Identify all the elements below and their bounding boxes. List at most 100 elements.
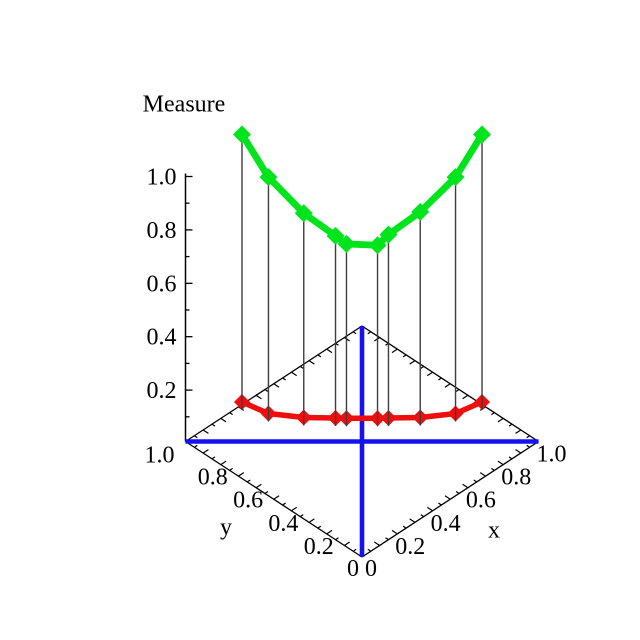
base-tick (352, 548, 357, 552)
z-axis-title: Measure (142, 91, 226, 118)
x-axis-tick-label: 0.6 (466, 488, 496, 514)
green-series-marker (473, 125, 492, 144)
base-tick (273, 495, 280, 500)
base-tick (438, 502, 442, 506)
z-axis-tick-label: 0.4 (147, 325, 177, 351)
base-tick (367, 331, 372, 335)
base-tick (491, 412, 495, 416)
base-tick (402, 354, 407, 358)
z-axis-tick-label: 0.6 (147, 271, 177, 297)
base-tick (491, 467, 495, 471)
base-tick (526, 444, 531, 448)
green-series-marker (411, 202, 430, 221)
red-series-line (239, 399, 485, 422)
x-axis-tick-label: 0.4 (431, 511, 461, 537)
base-tick (497, 417, 504, 423)
y-axis-tick-label: 0.2 (304, 534, 334, 560)
base-tick (326, 348, 333, 354)
base-tick (438, 377, 442, 381)
base-tick (273, 383, 280, 388)
base-tick (211, 423, 216, 427)
base-tick (229, 412, 233, 416)
base-tick (299, 365, 304, 369)
green-series-marker (379, 225, 398, 244)
y-axis-label: y (220, 514, 232, 541)
base-tick (308, 360, 315, 365)
y-axis-tick-label: 0 (347, 556, 359, 582)
base-tick (420, 514, 425, 518)
base-tick (255, 483, 262, 489)
base-tick (374, 541, 380, 546)
base-tick (515, 429, 522, 434)
base-tick (462, 483, 469, 489)
base-tick (508, 423, 513, 427)
base-tick (462, 394, 469, 400)
base-tick (220, 417, 227, 423)
base-tick (291, 506, 298, 512)
base-tick (282, 377, 286, 381)
base-tick (326, 529, 333, 535)
z-axis-tick-label: 0.8 (147, 218, 177, 244)
base-tick (515, 449, 522, 454)
base-tick (193, 444, 198, 448)
base-tick (193, 435, 198, 439)
green-series-marker (294, 204, 313, 223)
base-tick (220, 460, 227, 466)
green-series-marker (259, 168, 278, 187)
y-axis-tick-label: 0.4 (268, 511, 298, 537)
base-tick (352, 331, 357, 335)
base-tick (308, 518, 315, 523)
green-series-line (238, 131, 486, 249)
base-tick (409, 518, 416, 523)
y-axis-tick-label: 1.0 (145, 443, 175, 469)
base-tick (335, 537, 339, 541)
base-tick (444, 383, 451, 388)
base-tick (344, 541, 350, 546)
y-axis-tick-label: 0.8 (198, 465, 228, 491)
green-series-marker (326, 226, 345, 245)
base-tick (455, 491, 460, 494)
base-tick (367, 548, 372, 552)
base-tick (238, 472, 245, 477)
y-axis-tick-label: 0.6 (233, 488, 263, 514)
green-series-marker (337, 234, 356, 253)
base-tick (264, 389, 269, 392)
base-tick (479, 472, 486, 477)
base-tick (455, 389, 460, 392)
base-tick (526, 435, 531, 439)
base-tick (264, 491, 269, 494)
green-series-marker (446, 168, 465, 187)
base-tick (391, 348, 398, 354)
x-axis-label: x (488, 517, 500, 544)
base-tick (391, 529, 398, 535)
base-tick (255, 394, 262, 400)
base-tick (402, 525, 407, 529)
base-tick (202, 429, 209, 434)
base-tick (420, 365, 425, 369)
base-tick (444, 495, 451, 500)
base-tick (426, 371, 433, 377)
x-axis-tick-label: 1.0 (537, 442, 567, 468)
base-tick (317, 525, 322, 529)
base-tick (497, 460, 504, 466)
base-tick (202, 449, 209, 454)
z-axis-tick-label: 0.2 (147, 378, 177, 404)
base-tick (385, 537, 389, 541)
base-tick (473, 479, 478, 483)
base-tick (229, 467, 233, 471)
green-series-marker (368, 236, 387, 255)
x-axis-tick-label: 0.8 (501, 465, 531, 491)
base-tick (246, 479, 251, 483)
x-axis-tick-label: 0.2 (395, 534, 425, 560)
base-tick (409, 360, 416, 365)
green-series-marker (232, 125, 251, 144)
x-axis-tick-label: 0 (365, 556, 377, 582)
base-tick (282, 502, 286, 506)
base-tick (299, 514, 304, 518)
base-tick (291, 371, 298, 377)
base-tick (426, 506, 433, 512)
base-tick (508, 456, 513, 460)
base-tick (211, 456, 216, 460)
